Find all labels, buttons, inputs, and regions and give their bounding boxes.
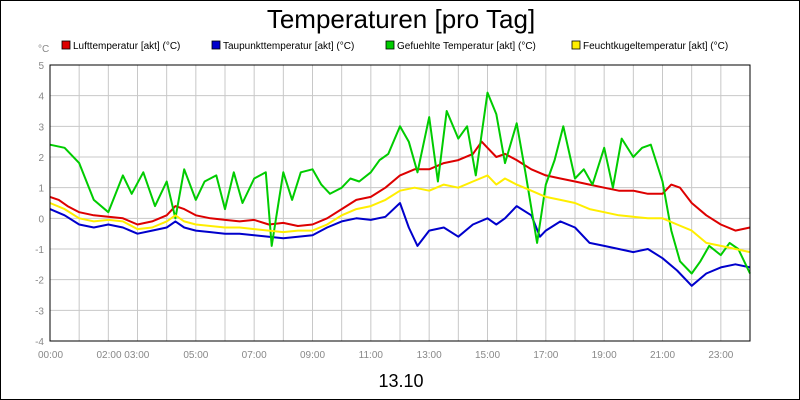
x-tick-label: 21:00 [650, 350, 675, 361]
series-line-4 [49, 174, 751, 254]
x-tick-label: 15:00 [475, 350, 500, 361]
legend-swatch [571, 40, 581, 50]
y-tick-label: -2 [35, 276, 44, 287]
legend-swatch [385, 40, 395, 50]
series-line-3 [49, 91, 751, 275]
legend-label: Gefuehlte Temperatur [akt] (°C) [397, 41, 536, 52]
x-tick-label: 23:00 [708, 350, 733, 361]
x-tick-label: 00:00 [38, 350, 63, 361]
series-line-2 [49, 202, 751, 287]
chart-title: Temperaturen [pro Tag] [267, 4, 535, 34]
x-tick-label: 19:00 [592, 350, 617, 361]
legend: Lufttemperatur [akt] (°C) Taupunkttempera… [61, 40, 728, 52]
legend-label: Taupunkttemperatur [akt] (°C) [223, 41, 354, 52]
y-tick-label: -3 [35, 306, 44, 317]
series-lines [49, 91, 751, 287]
series-line-1 [49, 140, 751, 232]
x-tick-label: 05:00 [183, 350, 208, 361]
x-tick-label: 09:00 [300, 350, 325, 361]
x-tick-label: 13:00 [417, 350, 442, 361]
x-axis-ticks: 00:00 02:00 03:00 05:00 07:00 09:00 11:00 13:0… [38, 350, 734, 361]
y-tick-label: 5 [38, 61, 44, 72]
y-tick-label: 1 [38, 184, 44, 195]
x-tick-label: 11:00 [359, 350, 384, 361]
y-tick-label: 2 [38, 153, 44, 164]
y-axis-ticks: -4 -3 -2 -1 0 1 2 3 4 5 [35, 61, 44, 348]
legend-label: Lufttemperatur [akt] (°C) [73, 41, 180, 52]
y-tick-label: 4 [38, 92, 44, 103]
y-axis-unit: °C [38, 44, 49, 55]
x-tick-label: 07:00 [242, 350, 267, 361]
plot-area-border [49, 64, 751, 342]
date-label: 13.10 [378, 371, 423, 391]
y-tick-label: -1 [35, 245, 44, 256]
x-tick-label: 02:00 03:00 [97, 350, 150, 361]
legend-label: Feuchtkugeltemperatur [akt] (°C) [583, 41, 728, 52]
y-tick-label: 0 [38, 214, 44, 225]
legend-swatch [211, 40, 221, 50]
x-tick-label: 17:00 [533, 350, 558, 361]
y-tick-label: -4 [35, 337, 44, 348]
y-tick-label: 3 [38, 122, 44, 133]
legend-swatch [61, 40, 71, 50]
